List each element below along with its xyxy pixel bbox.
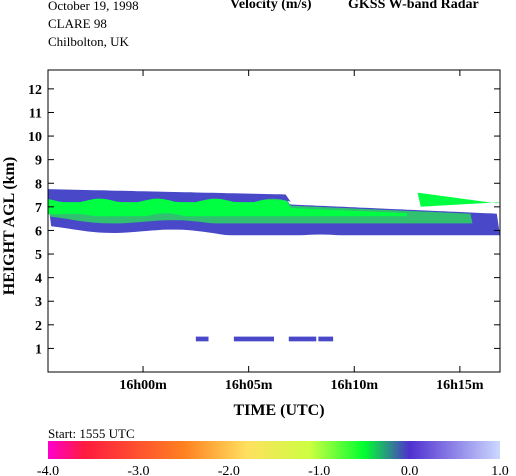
chart-title: Velocity (m/s) [230,0,312,12]
x-tick-label: 16h05m [225,378,273,393]
campaign-label: CLARE 98 [48,16,107,31]
echo-low-segment [195,336,209,342]
echo-low-segment [233,336,274,342]
y-tick-label: 12 [28,83,42,98]
colorbar-tick-label: -1.0 [308,464,330,476]
start-time-label: Start: 1555 UTC [48,426,135,441]
echo-upper-detached-patch [417,192,500,207]
x-tick-label: 16h15m [436,378,484,393]
y-tick-label: 6 [35,224,42,239]
colorbar [48,441,500,459]
y-tick-label: 7 [35,201,42,216]
instrument-label: GKSS W-band Radar [348,0,479,12]
y-tick-label: 8 [35,177,42,192]
colorbar-tick-label: -4.0 [37,464,59,476]
colorbar-tick-label: 1.0 [491,464,509,476]
y-axis-title: HEIGHT AGL (km) [1,157,18,295]
echo-cloud-layer-top [48,189,291,203]
x-tick-label: 16h10m [331,378,379,393]
colorbar-tick-label: -2.0 [218,464,240,476]
y-tick-label: 4 [35,272,42,287]
y-tick-label: 3 [35,295,42,310]
x-tick-label: 16h00m [119,378,167,393]
y-tick-label: 11 [29,106,42,121]
y-tick-label: 5 [35,248,42,263]
date-label: October 19, 1998 [48,0,139,13]
plot-frame [47,69,501,373]
y-tick-label: 1 [35,342,42,357]
y-tick-label: 9 [35,154,42,169]
y-tick-label: 10 [28,130,42,145]
echo-low-segment [288,336,317,342]
colorbar-tick-label: -3.0 [127,464,149,476]
y-tick-label: 2 [35,319,42,334]
location-label: Chilbolton, UK [48,34,129,49]
x-axis-title: TIME (UTC) [233,402,324,419]
colorbar-tick-label: 0.0 [401,464,419,476]
echo-low-segment [318,336,334,342]
